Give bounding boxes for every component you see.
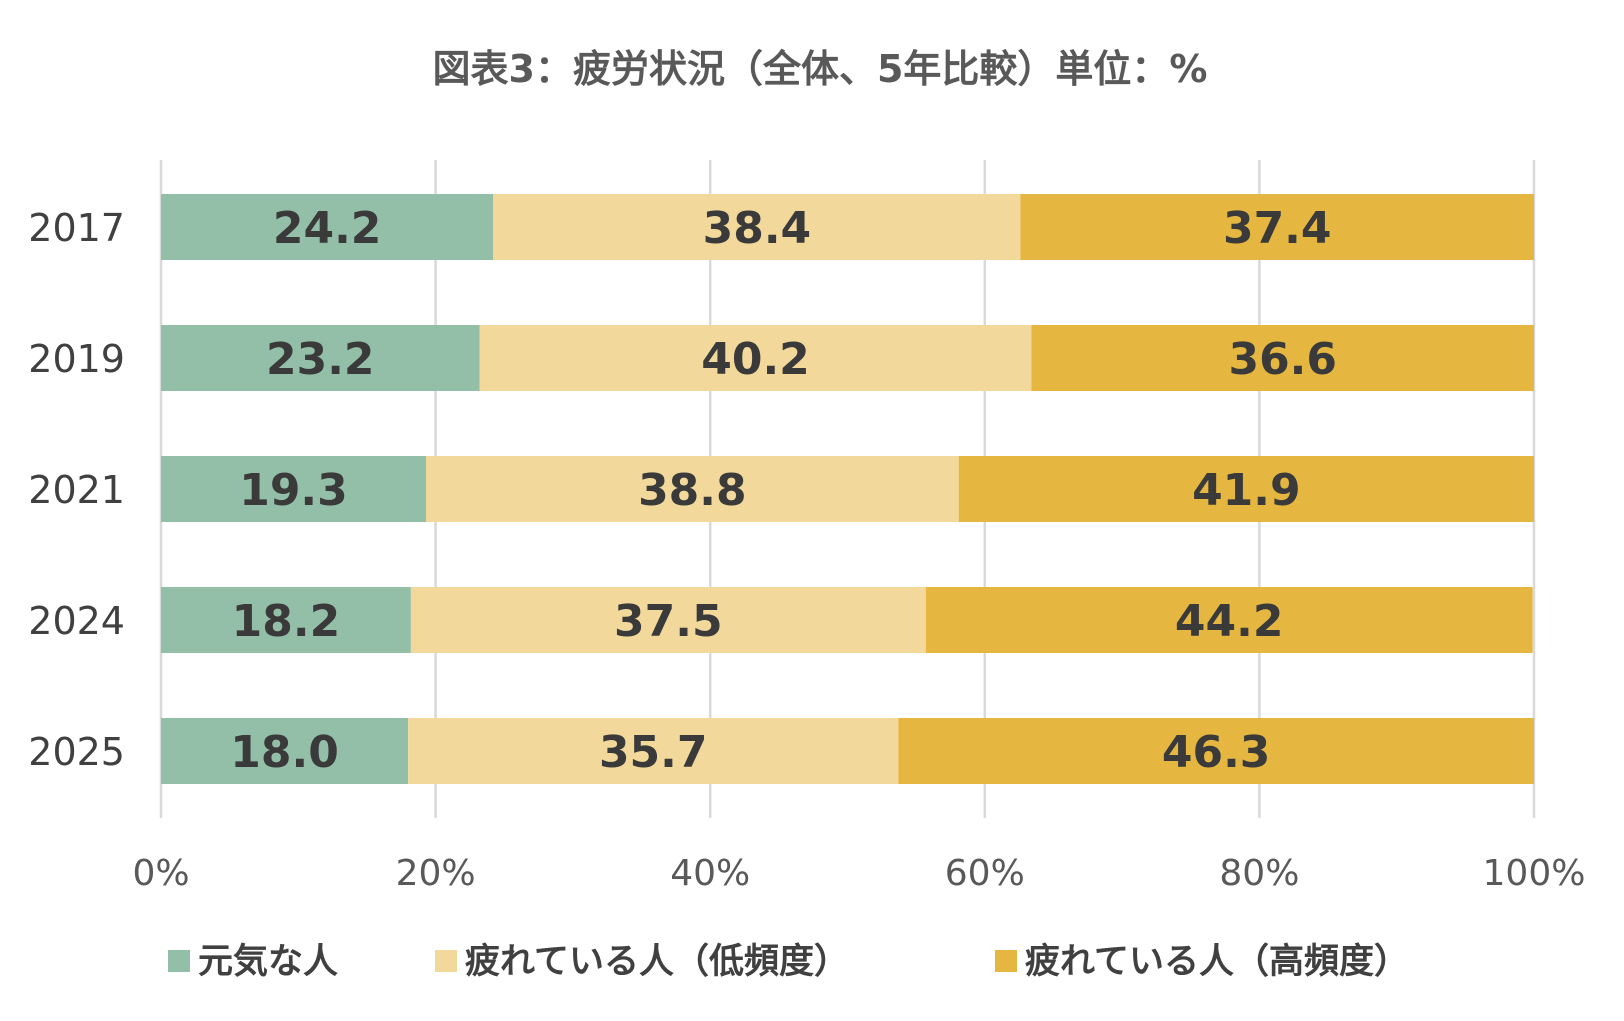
bar-segment <box>493 194 1021 260</box>
chart-title: 図表3：疲労状況（全体、5年比較）単位：% <box>433 47 1208 91</box>
legend-swatch <box>168 950 190 972</box>
bar-segment <box>161 456 426 522</box>
bar-segment <box>161 194 494 260</box>
data-label: 18.2 <box>232 596 341 647</box>
x-tick-label: 0% <box>132 853 189 894</box>
bar-segment <box>1020 194 1534 260</box>
data-label: 18.0 <box>230 727 339 778</box>
data-labels: 24.2 38.4 37.4 23.2 40.2 36.6 19.3 38.8 41.9 18.2… <box>230 203 1337 778</box>
category-label: 2019 <box>28 337 125 381</box>
x-tick-label: 100% <box>1483 853 1586 894</box>
bar-segment <box>161 325 480 391</box>
x-tick-label: 80% <box>1219 853 1299 894</box>
bar-segment <box>1031 325 1534 391</box>
legend-swatch <box>435 950 457 972</box>
legend-label: 疲れている人（高頻度） <box>1025 942 1409 982</box>
data-label: 37.4 <box>1223 203 1332 254</box>
data-label: 35.7 <box>599 727 708 778</box>
legend-label: 疲れている人（低頻度） <box>465 942 849 982</box>
bar-segment <box>408 718 899 784</box>
legend-item: 疲れている人（低頻度） <box>435 942 849 982</box>
category-label: 2024 <box>28 599 125 643</box>
bar-segment <box>161 587 411 653</box>
category-label: 2017 <box>28 206 125 250</box>
bar-segment <box>425 456 959 522</box>
data-label: 36.6 <box>1228 334 1337 385</box>
data-label: 41.9 <box>1192 465 1301 516</box>
legend-item: 元気な人 <box>168 942 338 982</box>
category-labels: 2017 2019 2021 2024 2025 <box>28 206 125 774</box>
data-label: 40.2 <box>701 334 810 385</box>
bar-segment <box>161 718 409 784</box>
category-label: 2021 <box>28 468 125 512</box>
legend-label: 元気な人 <box>198 942 338 982</box>
data-label: 37.5 <box>614 596 723 647</box>
data-label: 38.4 <box>703 203 812 254</box>
legend-item: 疲れている人（高頻度） <box>995 942 1409 982</box>
legend: 元気な人 疲れている人（低頻度） 疲れている人（高頻度） <box>168 942 1409 982</box>
category-label: 2025 <box>28 730 125 774</box>
bars <box>161 194 1534 784</box>
x-tick-label: 40% <box>670 853 750 894</box>
bar-segment <box>410 587 926 653</box>
data-label: 24.2 <box>273 203 382 254</box>
bar-segment <box>898 718 1534 784</box>
data-label: 38.8 <box>638 465 747 516</box>
data-label: 19.3 <box>239 465 348 516</box>
bar-segment <box>479 325 1032 391</box>
x-axis-tick-labels: 0% 20% 40% 60% 80% 100% <box>132 853 1585 894</box>
bar-segment <box>958 456 1534 522</box>
data-label: 44.2 <box>1175 596 1284 647</box>
x-tick-label: 60% <box>945 853 1025 894</box>
data-label: 46.3 <box>1162 727 1271 778</box>
x-tick-label: 20% <box>396 853 476 894</box>
data-label: 23.2 <box>266 334 375 385</box>
legend-swatch <box>995 950 1017 972</box>
bar-segment <box>925 587 1533 653</box>
